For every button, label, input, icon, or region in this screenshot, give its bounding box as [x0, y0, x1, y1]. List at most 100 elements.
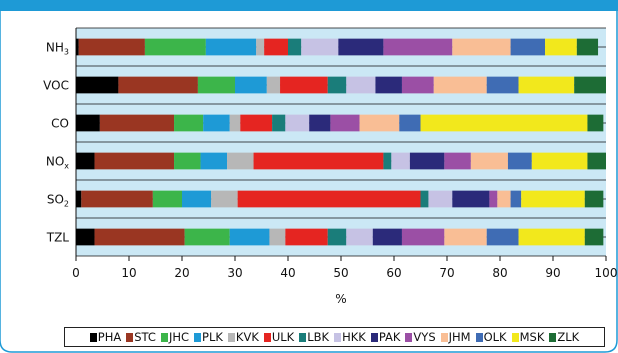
legend-swatch — [334, 332, 342, 342]
bar-segment-lbk — [288, 38, 302, 56]
bar-segment-olk — [486, 76, 519, 94]
bar-segment-lbk — [383, 152, 392, 170]
bar-segment-msk — [521, 190, 585, 208]
category-label: SO2 — [47, 193, 69, 209]
bar-segment-zlk — [574, 76, 606, 94]
bar-segment-stc — [94, 228, 185, 246]
bar-segment-pak — [309, 114, 331, 132]
legend-swatch — [440, 332, 448, 342]
bar-segment-jhm — [470, 152, 508, 170]
legend-item-stc: STC — [126, 330, 156, 344]
bar-segment-pak — [338, 38, 384, 56]
legend-label: ZLK — [557, 330, 580, 344]
legend-swatch — [89, 332, 97, 342]
bar-segment-kvk — [211, 190, 238, 208]
legend-swatch — [370, 332, 378, 342]
bar-segment-olk — [399, 114, 421, 132]
legend-item-lbk: LBK — [299, 330, 329, 344]
legend-label: LBK — [307, 330, 330, 344]
bar-segment-vys — [489, 190, 498, 208]
legend-item-vys: VYS — [405, 330, 436, 344]
bar-segment-olk — [486, 228, 519, 246]
bar-segment-pha — [76, 190, 82, 208]
x-tick-label: 10 — [121, 266, 136, 280]
bar-segment-pha — [76, 114, 100, 132]
bar-segment-pak — [375, 76, 402, 94]
category-label: VOC — [43, 79, 69, 93]
bar-segment-stc — [78, 38, 145, 56]
bar-segment-zlk — [587, 114, 604, 132]
legend-swatch — [160, 332, 168, 342]
legend-item-jhc: JHC — [160, 330, 189, 344]
bar-segment-pak — [372, 228, 402, 246]
x-tick-label: 90 — [545, 266, 560, 280]
bar-segment-zlk — [576, 38, 599, 56]
bar-segment-pak — [409, 152, 445, 170]
bar-segment-msk — [420, 114, 588, 132]
legend-item-jhm: JHM — [440, 330, 471, 344]
bar-segment-jhc — [144, 38, 206, 56]
legend-label: STC — [134, 330, 156, 344]
legend-item-msk: MSK — [511, 330, 544, 344]
bar-segment-hkk — [428, 190, 453, 208]
legend-swatch — [263, 332, 271, 342]
legend-label: PAK — [378, 330, 401, 344]
bar-segment-plk — [229, 228, 270, 246]
bar-segment-vys — [330, 114, 360, 132]
bar-segment-olk — [510, 190, 522, 208]
bar-segment-hkk — [346, 228, 373, 246]
bar-segment-msk — [531, 152, 588, 170]
category-label: NOx — [46, 155, 69, 171]
panel-header-strip — [0, 0, 618, 11]
bar-segment-olk — [507, 152, 532, 170]
bar-segment-vys — [383, 38, 453, 56]
legend-swatch — [126, 332, 134, 342]
bar-segment-stc — [99, 114, 175, 132]
legend-item-hkk: HKK — [334, 330, 366, 344]
legend-label: JHM — [448, 330, 471, 344]
bar-segment-jhc — [152, 190, 182, 208]
bar-segment-plk — [200, 152, 228, 170]
legend-swatch — [405, 332, 413, 342]
bar-segment-zlk — [584, 228, 604, 246]
x-axis-title: % — [335, 292, 346, 306]
x-tick-label: 30 — [227, 266, 242, 280]
legend-item-kvk: KVK — [227, 330, 259, 344]
category-label: CO — [51, 117, 69, 131]
bar-segment-vys — [401, 228, 445, 246]
bar-segment-pak — [452, 190, 490, 208]
legend-item-pha: PHA — [89, 330, 121, 344]
bar-segment-stc — [118, 76, 198, 94]
bar-segment-jhm — [359, 114, 400, 132]
bar-segment-jhm — [444, 228, 487, 246]
bar-segment-olk — [510, 38, 546, 56]
bar-segment-hkk — [301, 38, 339, 56]
bar-segment-jhm — [497, 190, 511, 208]
bar-segment-zlk — [584, 190, 604, 208]
category-label: TZL — [46, 231, 70, 245]
legend-swatch — [475, 332, 483, 342]
bar-segment-ulk — [264, 38, 288, 56]
bar-segment-plk — [205, 38, 257, 56]
bar-segment-lbk — [327, 76, 347, 94]
legend-swatch — [227, 332, 235, 342]
bar-segment-vys — [444, 152, 471, 170]
value-axis: 0 10 20 30 40 50 60 70 80 90 100 — [72, 256, 617, 280]
bar-segment-hkk — [346, 76, 376, 94]
bar-segment-kvk — [227, 152, 254, 170]
legend-item-olk: OLK — [475, 330, 507, 344]
bar-segment-pha — [76, 38, 79, 56]
bar-segment-hkk — [391, 152, 410, 170]
legend-item-pak: PAK — [370, 330, 401, 344]
legend-item-zlk: ZLK — [549, 330, 579, 344]
bar-segment-plk — [203, 114, 230, 132]
bar-segment-pha — [76, 152, 95, 170]
bar-segment-ulk — [240, 114, 273, 132]
bar-segment-msk — [545, 38, 577, 56]
bar-segment-jhc — [174, 152, 201, 170]
legend-label: VYS — [413, 330, 436, 344]
bar-segment-ulk — [253, 152, 384, 170]
legend-label: KVK — [235, 330, 259, 344]
